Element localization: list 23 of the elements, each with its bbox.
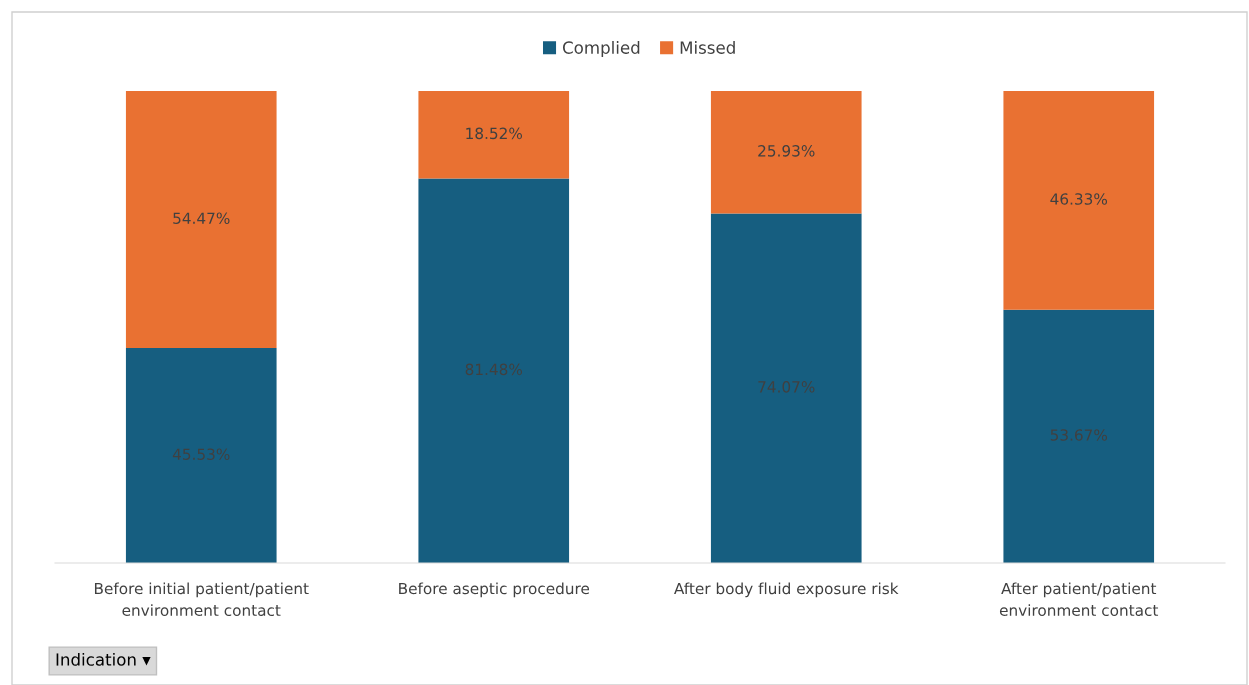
text: Indication ▾ <box>56 652 151 666</box>
bar <box>418 91 570 179</box>
bar <box>125 91 277 349</box>
x-tick-label: After patient/patient environment contact <box>999 582 1159 617</box>
legend-label: Complied <box>562 40 640 58</box>
bar <box>125 348 277 563</box>
data-label: 25.93% <box>758 145 815 157</box>
x-tick-label: Before aseptic procedure <box>399 582 590 598</box>
legend-label: Missed <box>680 40 735 54</box>
data-label: 74.07% <box>758 381 815 393</box>
x-tick-label: Before initial patient/patient environment contact <box>94 582 309 617</box>
data-label: 45.53% <box>172 448 230 460</box>
bar <box>1003 309 1155 563</box>
data-label: 53.67% <box>1050 429 1108 441</box>
bar <box>710 91 862 214</box>
data-label: 54.47% <box>173 212 230 224</box>
bar <box>418 178 570 563</box>
data-label: 46.33% <box>1050 193 1108 205</box>
data-label: 81.48% <box>465 363 523 376</box>
x-tick-label: After body fluid exposure risk <box>674 582 899 598</box>
bar <box>710 213 862 563</box>
bar <box>1003 91 1155 310</box>
data-label: 18.52% <box>466 127 523 140</box>
